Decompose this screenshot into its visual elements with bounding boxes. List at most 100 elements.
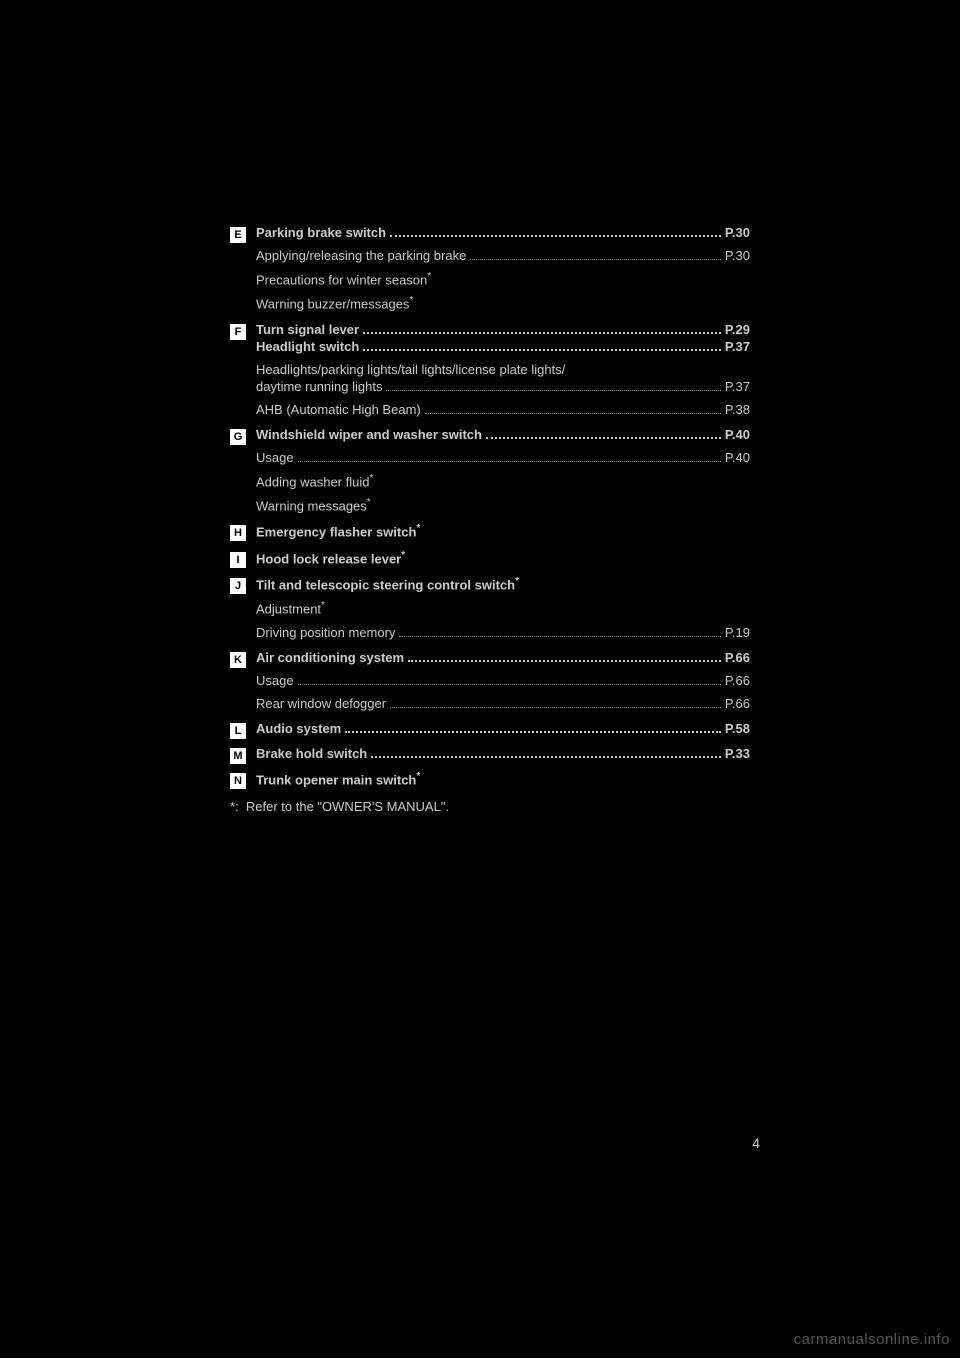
toc-page: P.58	[725, 721, 750, 736]
toc-label: Air conditioning system	[256, 650, 404, 665]
toc-sub-line: Precautions for winter season*	[256, 271, 750, 287]
toc-label: Usage	[256, 673, 294, 688]
toc-entry: J Tilt and telescopic steering control s…	[230, 576, 750, 648]
letter-box-f: F	[230, 324, 246, 340]
toc-content: E Parking brake switch P.30 Applying/rel…	[0, 0, 960, 814]
toc-label: Brake hold switch	[256, 746, 367, 761]
letter-box-m: M	[230, 748, 246, 764]
leader-dots	[371, 756, 721, 758]
letter-box-j: J	[230, 578, 246, 594]
toc-label: Parking brake switch	[256, 225, 386, 240]
page-number: 4	[752, 1135, 760, 1151]
letter-box-n: N	[230, 773, 246, 789]
leader-dots	[298, 461, 721, 462]
toc-sub-line: Adding washer fluid*	[256, 473, 750, 489]
toc-label: Tilt and telescopic steering control swi…	[256, 576, 750, 592]
toc-sub-line: Rear window defogger P.66	[256, 696, 750, 711]
toc-label: daytime running lights	[256, 379, 382, 394]
toc-main-line: Emergency flasher switch*	[256, 523, 750, 539]
toc-page: P.66	[725, 650, 750, 665]
toc-main-line: Headlight switch P.37	[256, 339, 750, 354]
toc-entry: G Windshield wiper and washer switch P.4…	[230, 427, 750, 522]
toc-sub-line: Warning buzzer/messages*	[256, 295, 750, 311]
toc-main-line: Parking brake switch P.30	[256, 225, 750, 240]
toc-label: Windshield wiper and washer switch	[256, 427, 482, 442]
toc-label: Emergency flasher switch*	[256, 523, 750, 539]
toc-entry: M Brake hold switch P.33	[230, 746, 750, 769]
toc-sub-line: Usage P.40	[256, 450, 750, 465]
toc-label: Turn signal lever	[256, 322, 359, 337]
toc-label: Adding washer fluid*	[256, 473, 750, 489]
leader-dots	[390, 707, 721, 708]
toc-sub-line: Headlights/parking lights/tail lights/li…	[256, 362, 750, 377]
toc-label: Driving position memory	[256, 625, 395, 640]
letter-box-g: G	[230, 429, 246, 445]
toc-page: P.29	[725, 322, 750, 337]
toc-label: Warning messages*	[256, 497, 750, 513]
toc-label: Headlights/parking lights/tail lights/li…	[256, 362, 565, 377]
toc-page: P.30	[725, 225, 750, 240]
toc-label: Headlight switch	[256, 339, 359, 354]
toc-page: P.66	[725, 673, 750, 688]
leader-dots	[408, 660, 721, 662]
toc-page: P.40	[725, 427, 750, 442]
toc-main-line: Tilt and telescopic steering control swi…	[256, 576, 750, 592]
toc-entry: E Parking brake switch P.30 Applying/rel…	[230, 225, 750, 320]
toc-sub-line: Warning messages*	[256, 497, 750, 513]
leader-dots	[386, 390, 720, 391]
toc-page: P.66	[725, 696, 750, 711]
toc-main-line: Hood lock release lever*	[256, 550, 750, 566]
watermark: carmanualsonline.info	[794, 1331, 950, 1348]
leader-dots	[425, 413, 721, 414]
toc-main-line: Audio system P.58	[256, 721, 750, 736]
toc-main-line: Windshield wiper and washer switch P.40	[256, 427, 750, 442]
toc-entry: I Hood lock release lever*	[230, 550, 750, 574]
toc-entry: H Emergency flasher switch*	[230, 523, 750, 547]
toc-entry: F Turn signal lever P.29 Headlight switc…	[230, 322, 750, 425]
toc-label: Hood lock release lever*	[256, 550, 750, 566]
toc-label: Applying/releasing the parking brake	[256, 248, 466, 263]
footnote: *: Refer to the "OWNER'S MANUAL".	[230, 799, 750, 814]
leader-dots	[363, 332, 721, 334]
toc-sub-line: Adjustment*	[256, 600, 750, 616]
leader-dots	[298, 684, 721, 685]
toc-entry: L Audio system P.58	[230, 721, 750, 744]
toc-label: Adjustment*	[256, 600, 750, 616]
leader-dots	[470, 259, 721, 260]
toc-main-line: Brake hold switch P.33	[256, 746, 750, 761]
leader-dots	[390, 235, 721, 237]
letter-box-h: H	[230, 525, 246, 541]
toc-label: Rear window defogger	[256, 696, 386, 711]
toc-label: Precautions for winter season*	[256, 271, 750, 287]
toc-page: P.30	[725, 248, 750, 263]
toc-main-line: Turn signal lever P.29	[256, 322, 750, 337]
letter-box-l: L	[230, 723, 246, 739]
toc-sub-line: daytime running lights P.37	[256, 379, 750, 394]
toc-label: AHB (Automatic High Beam)	[256, 402, 421, 417]
leader-dots	[363, 349, 721, 351]
leader-dots	[399, 636, 720, 637]
toc-entry: N Trunk opener main switch*	[230, 771, 750, 795]
toc-sub-line: Driving position memory P.19	[256, 625, 750, 640]
toc-label: Trunk opener main switch*	[256, 771, 750, 787]
toc-entry: K Air conditioning system P.66 Usage P.6…	[230, 650, 750, 719]
toc-label: Usage	[256, 450, 294, 465]
toc-main-line: Air conditioning system P.66	[256, 650, 750, 665]
toc-page: P.19	[725, 625, 750, 640]
toc-sub-line: Applying/releasing the parking brake P.3…	[256, 248, 750, 263]
toc-sub-line: Usage P.66	[256, 673, 750, 688]
toc-page: P.33	[725, 746, 750, 761]
toc-label: Audio system	[256, 721, 341, 736]
toc-main-line: Trunk opener main switch*	[256, 771, 750, 787]
leader-dots	[345, 731, 721, 733]
letter-box-i: I	[230, 552, 246, 568]
toc-page: P.37	[725, 379, 750, 394]
letter-box-e: E	[230, 227, 246, 243]
leader-dots	[486, 437, 721, 439]
toc-page: P.37	[725, 339, 750, 354]
letter-box-k: K	[230, 652, 246, 668]
toc-page: P.40	[725, 450, 750, 465]
toc-page: P.38	[725, 402, 750, 417]
toc-label: Warning buzzer/messages*	[256, 295, 750, 311]
toc-sub-line: AHB (Automatic High Beam) P.38	[256, 402, 750, 417]
